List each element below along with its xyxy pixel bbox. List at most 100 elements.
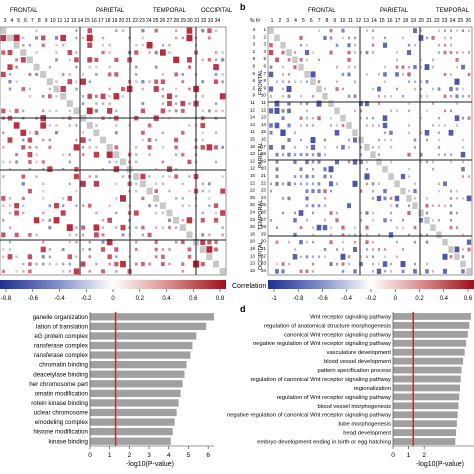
- heatmap-diagonal-cell: [86, 122, 93, 129]
- heatmap-diagonal-cell: [298, 63, 304, 71]
- heatmap-cell: [365, 225, 369, 230]
- heatmap-cell: [206, 144, 213, 151]
- heatmap-cell: [42, 138, 45, 142]
- heatmap-cell: [207, 28, 212, 33]
- heatmap-cell: [14, 203, 20, 209]
- go-term-label: ransferase complex: [34, 352, 89, 359]
- panel-a-region-lines: [0, 27, 226, 275]
- heatmap-cell: [87, 57, 93, 63]
- column-number-a: 12: [64, 18, 70, 24]
- heatmap-cell: [81, 248, 85, 251]
- heatmap-cell: [201, 138, 204, 142]
- heatmap-cell: [81, 233, 85, 237]
- heatmap-cell: [55, 80, 58, 83]
- heatmap-cell: [55, 95, 58, 98]
- heatmap-cell: [161, 43, 165, 47]
- heatmap-diagonal-cell: [53, 85, 60, 93]
- heatmap-cell: [365, 255, 369, 259]
- heatmap-cell: [287, 108, 291, 114]
- heatmap-cell: [311, 51, 315, 54]
- heatmap-cell: [147, 123, 152, 128]
- heatmap-cell: [281, 65, 285, 69]
- heatmap-cell: [28, 72, 32, 76]
- heatmap-cell: [15, 255, 18, 259]
- heatmap-cell: [329, 28, 333, 33]
- heatmap-cell: [61, 270, 65, 273]
- heatmap-cell: [101, 219, 105, 222]
- heatmap-cell: [2, 131, 5, 135]
- row-number-b: 6: [263, 64, 266, 69]
- heatmap-cell: [293, 211, 297, 215]
- heatmap-cell: [148, 153, 151, 156]
- heatmap-cell: [347, 36, 351, 40]
- heatmap-cell: [401, 248, 405, 251]
- heatmap-cell: [22, 43, 25, 47]
- heatmap-cell: [431, 160, 435, 164]
- heatmap-cell: [35, 175, 38, 178]
- go-term-bar: [90, 341, 193, 350]
- heatmap-diagonal-cell: [179, 224, 186, 231]
- heatmap-cell: [180, 240, 185, 245]
- colorbar-tick-label: 0.8: [216, 296, 225, 302]
- heatmap-cell: [407, 80, 411, 83]
- heatmap-cell: [346, 203, 352, 209]
- column-number-a: 5: [17, 18, 20, 24]
- heatmap-cell: [35, 146, 38, 149]
- heatmap-cell: [413, 87, 417, 91]
- heatmap-cell: [365, 29, 369, 32]
- heatmap-cell: [383, 65, 387, 69]
- heatmap-cell: [68, 124, 71, 127]
- heatmap-cell: [419, 65, 423, 69]
- heatmap-cell: [341, 36, 345, 40]
- heatmap-cell: [329, 50, 333, 55]
- heatmap-cell: [7, 64, 13, 70]
- heatmap-cell: [75, 138, 78, 142]
- heatmap-cell: [168, 189, 171, 193]
- heatmap-diagonal-cell: [213, 260, 220, 268]
- heatmap-cell: [413, 43, 417, 47]
- heatmap-cell: [115, 197, 118, 200]
- heatmap-cell: [442, 268, 448, 274]
- heatmap-cell: [431, 102, 435, 105]
- heatmap-diagonal-cell: [436, 231, 442, 239]
- go-term-label: ganelle organization: [33, 314, 89, 321]
- heatmap-cell: [455, 65, 459, 69]
- heatmap-cell: [48, 204, 52, 208]
- column-number-a: 18: [105, 18, 111, 24]
- heatmap-cell: [100, 247, 106, 252]
- heatmap-cell: [61, 247, 65, 251]
- heatmap-cell: [353, 43, 357, 47]
- heatmap-cell: [135, 43, 138, 47]
- heatmap-diagonal-cell: [382, 165, 388, 173]
- colorbar-right: -1 -0.8 -0.6 -0.4 -0.2 0 0.2 0.4 0.6: [268, 280, 474, 302]
- heatmap-cell: [15, 58, 19, 62]
- heatmap-cell: [287, 240, 291, 244]
- heatmap-cell: [353, 80, 357, 83]
- row-number-b: 12: [261, 107, 267, 112]
- heatmap-cell: [431, 58, 435, 62]
- heatmap-cell: [115, 211, 118, 215]
- heatmap-cell: [153, 86, 159, 92]
- heatmap-cell: [115, 160, 118, 164]
- heatmap-cell: [401, 36, 405, 40]
- heatmap-cell: [389, 204, 393, 207]
- region-label-temporal-b: TEMPORAL: [436, 8, 470, 14]
- heatmap-cell: [281, 182, 285, 186]
- column-number-b: 9: [333, 18, 336, 24]
- heatmap-cell: [221, 226, 224, 229]
- go-term-label: tube morphogenesis: [338, 422, 391, 428]
- heatmap-cell: [371, 51, 375, 54]
- heatmap-cell: [275, 181, 279, 186]
- heatmap-cell: [335, 80, 339, 83]
- heatmap-diagonal-cell: [322, 92, 328, 100]
- row-number-b: 33: [261, 261, 267, 266]
- heatmap-cell: [74, 57, 79, 63]
- heatmap-cell: [48, 65, 52, 69]
- heatmap-cell: [174, 197, 178, 200]
- panel-d-x-axis-label: -log10(P-value): [416, 461, 464, 468]
- colorbar-tick-label: -0.8: [1, 296, 12, 302]
- heatmap-cell: [2, 160, 5, 164]
- heatmap-cell: [449, 218, 453, 222]
- heatmap-cell: [365, 124, 369, 127]
- column-number-b: 4: [294, 18, 297, 24]
